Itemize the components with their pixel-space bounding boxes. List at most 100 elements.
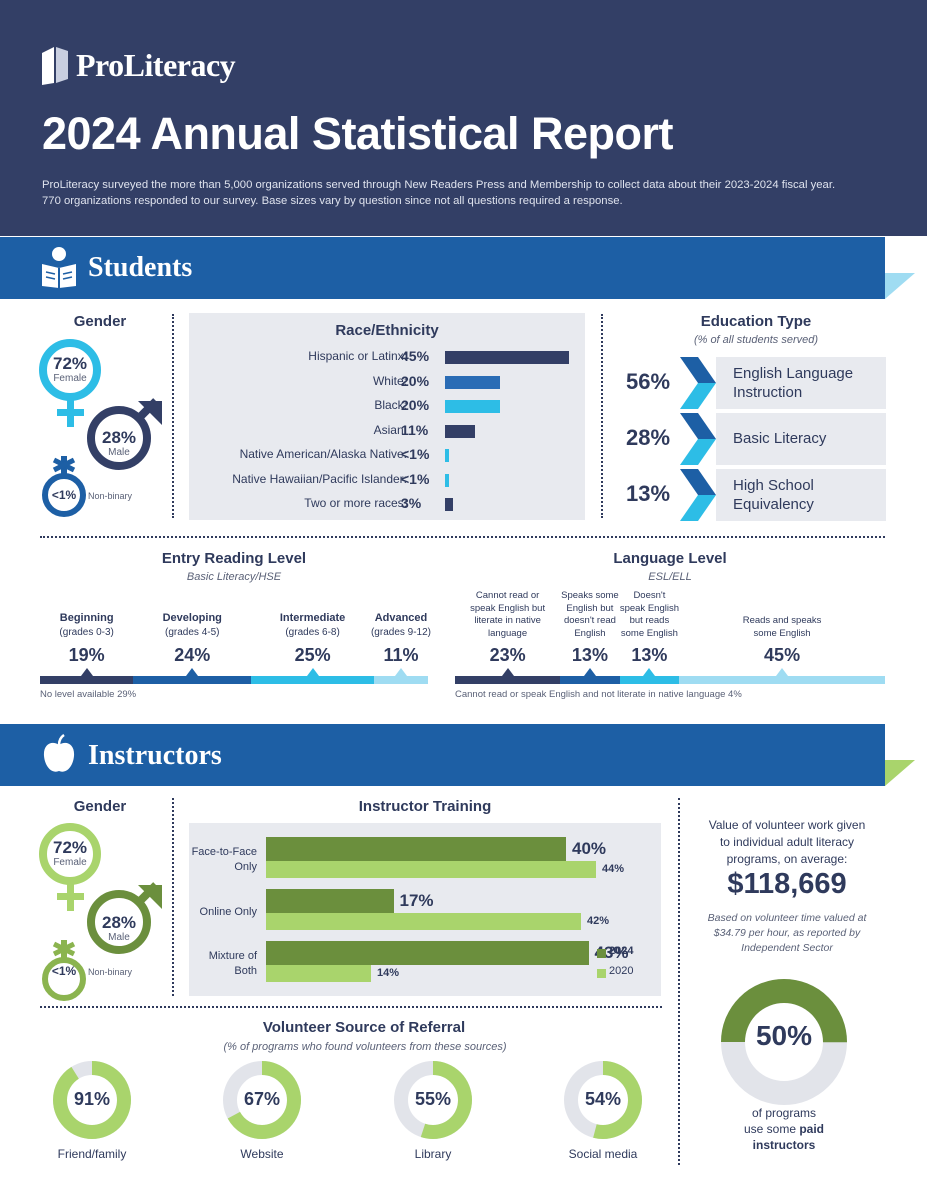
race-value: 11% <box>401 421 429 438</box>
donut-fill <box>53 1061 131 1139</box>
language-level-value: 13% <box>631 645 668 665</box>
education-row: 13% High School Equivalency <box>612 469 886 521</box>
students-nonbinary-pct: <1% <box>51 488 77 502</box>
legend-2020-swatch <box>597 969 606 978</box>
donut-fill <box>223 1061 301 1139</box>
instructors-nonbinary-label: Non-binary <box>88 967 133 977</box>
training-value-2020: 14% <box>377 967 400 979</box>
language-level-value: 23% <box>489 645 526 665</box>
language-level-subheading: ESL/ELL <box>648 571 692 583</box>
race-bar <box>445 351 569 364</box>
intro-line: ProLiteracy surveyed the more than 5,000… <box>42 179 836 191</box>
training-label-line: Online Only <box>199 906 257 918</box>
entry-level-grades: (grades 0-3) <box>59 627 114 638</box>
race-value: <1% <box>401 470 430 487</box>
intro-line: 770 organizations responded to our surve… <box>42 195 623 207</box>
race-bar <box>445 400 501 413</box>
language-level-description: Cannot read or speak English but literate … <box>466 590 550 640</box>
legend-2024-swatch <box>597 949 606 958</box>
language-level-line: English <box>574 627 606 639</box>
referral-subheading: (% of programs who found volunteers from… <box>223 1041 507 1053</box>
education-row: 28% Basic Literacy <box>612 413 886 465</box>
volunteer-value-line: to individual adult literacy <box>719 835 855 849</box>
training-label-line: Face-to-Face <box>191 846 257 858</box>
referral-label: Social media <box>568 1147 638 1161</box>
legend-2024-label: 2024 <box>609 945 634 957</box>
chevron-arrow-icon <box>680 413 716 465</box>
entry-level-value: 25% <box>294 645 331 665</box>
entry-level-bar <box>251 676 374 684</box>
training-bar-2020 <box>266 861 596 878</box>
donut-fill <box>721 979 847 1105</box>
entry-level-heading: Entry Reading Level <box>161 550 307 567</box>
race-label: Asian: <box>373 422 407 437</box>
students-section-title: Students <box>88 252 193 283</box>
language-level-line: speak English but <box>470 602 546 614</box>
education-label: Basic Literacy <box>733 429 826 448</box>
volunteer-value-text: Value of volunteer work given to individ… <box>692 817 882 868</box>
legend-2020-label: 2020 <box>609 965 634 977</box>
race-row: Hispanic or Latinx: 45% <box>189 348 585 367</box>
training-label-line: Only <box>234 861 257 873</box>
race-label: Black: <box>374 398 407 412</box>
report-header <box>0 0 927 236</box>
language-level-line: some English <box>620 627 678 639</box>
training-label: Face-to-Face Only <box>189 845 257 875</box>
students-male-pct: 28% <box>101 428 137 447</box>
education-label: English Language Instruction <box>733 364 853 402</box>
training-bar-2024 <box>266 941 589 965</box>
training-value-2024: 17% <box>399 891 434 910</box>
referral-label: Friend/family <box>57 1147 127 1161</box>
divider <box>172 798 174 996</box>
training-bar-2024 <box>266 837 566 861</box>
instructors-female-label: Female <box>53 857 87 868</box>
language-level-line: but reads <box>629 615 670 626</box>
entry-level-marker <box>306 668 319 676</box>
language-level-description: Speaks some English but doesn't read Englis… <box>548 590 632 640</box>
referral-value: 91% <box>73 1089 111 1109</box>
paid-caption-line: of programs <box>751 1106 817 1120</box>
entry-level-note: No level available 29% <box>40 689 137 700</box>
training-label-line: Both <box>234 965 257 977</box>
referral-value: 55% <box>414 1089 452 1109</box>
language-level-line: doesn't read <box>563 615 616 626</box>
race-bar <box>445 424 476 438</box>
language-level-heading: Language Level <box>613 550 727 567</box>
race-bar <box>445 375 501 389</box>
instructors-male-label: Male <box>108 932 130 943</box>
paid-instructors-donut <box>721 979 847 1105</box>
instructors-male-pct: 28% <box>101 913 137 932</box>
race-label: Native American/Alaska Native: <box>239 447 407 461</box>
band-corner-icon <box>885 237 927 299</box>
referral-label: Website <box>240 1147 284 1161</box>
education-heading: Education Type <box>700 313 812 330</box>
training-heading: Instructor Training <box>358 798 492 815</box>
referral-donut <box>223 1061 301 1139</box>
language-level-marker <box>643 668 656 676</box>
entry-level-name: Beginning <box>59 612 114 624</box>
instructors-section-band <box>0 724 885 786</box>
chevron-arrow-icon <box>680 357 716 409</box>
students-female-pct: 72% <box>52 354 88 373</box>
language-level-note: Cannot read or speak English and not lit… <box>455 689 742 700</box>
donut-fill <box>394 1061 472 1139</box>
instructors-female-pct: 72% <box>52 838 88 857</box>
volunteer-note-line: Independent Sector <box>741 942 833 954</box>
divider <box>40 536 885 538</box>
referral-donut <box>53 1061 131 1139</box>
training-chart: Face-to-Face Only 40% 44% Online Only 17% 42% M… <box>189 823 661 996</box>
language-level-line: Doesn't <box>633 590 666 601</box>
page-title: 2024 Annual Statistical Report <box>42 108 674 159</box>
instructors-gender-symbols <box>39 823 162 1001</box>
education-label-line: Basic Literacy <box>733 430 827 447</box>
volunteer-value-amount: $118,669 <box>727 868 847 900</box>
entry-level-bar <box>373 676 428 684</box>
language-level-bar <box>619 676 680 684</box>
referral-label: Library <box>414 1147 452 1161</box>
divider <box>601 314 603 518</box>
chevron-arrow-icon <box>680 469 716 521</box>
language-level-description: Reads and speaks some English <box>740 615 824 640</box>
education-label-line: High School <box>733 477 814 494</box>
education-value: 56% <box>626 369 671 394</box>
language-level-bar <box>679 676 885 684</box>
